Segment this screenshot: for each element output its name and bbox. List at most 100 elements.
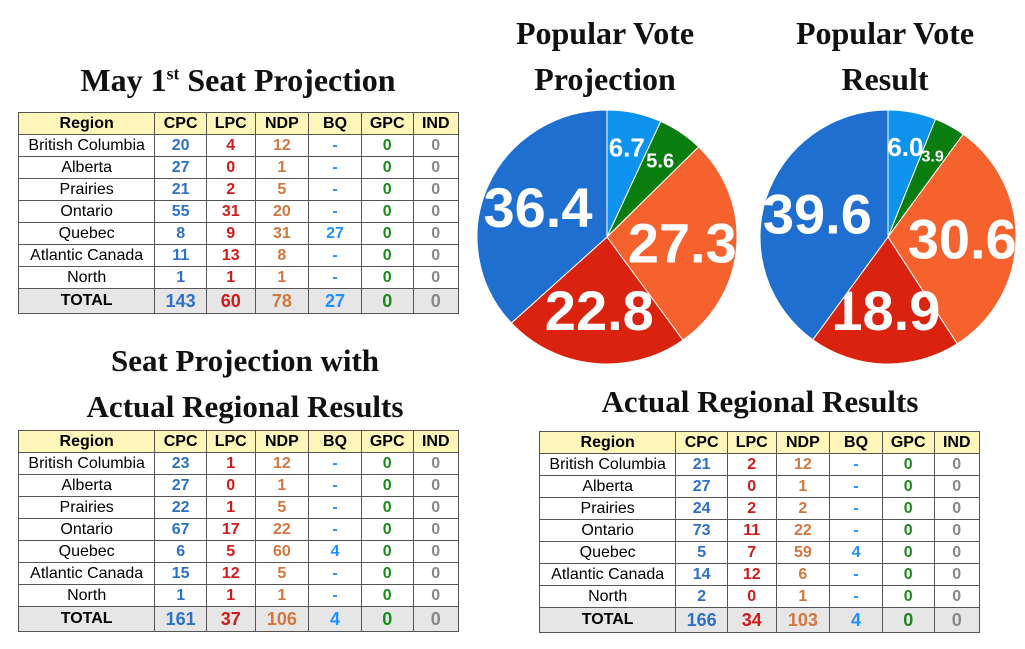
projactual-total-bq: 4 [308, 606, 362, 632]
table-row: Alberta 27 0 1-0 0 [538, 475, 981, 498]
actual-total-lpc: 34 [726, 607, 777, 633]
actual-total-ndp: 103 [775, 607, 831, 633]
projactual-cell-ndp: 60 [254, 540, 310, 563]
may1-cell-bq: - [308, 200, 362, 223]
may1-header-gpc: GPC [360, 112, 414, 135]
actual-cell-ind: 0 [933, 475, 981, 498]
projactual-cell-bq: - [308, 518, 362, 541]
pie-slice-lpc [510, 236, 684, 365]
may1-total-row: TOTAL 143 60 78 27 0 0 [17, 288, 460, 314]
may1-title-sup: st [166, 63, 180, 84]
may1-cell-bq: - [308, 134, 362, 157]
may1-cell-region: Quebec [17, 222, 156, 245]
projactual-cell-ind: 0 [412, 474, 460, 497]
may1-cell-cpc: 55 [154, 200, 207, 223]
projactual-cell-gpc: 0 [360, 474, 414, 497]
projactual-total-region: TOTAL [17, 606, 156, 632]
may1-cell-ndp: 20 [254, 200, 310, 223]
may1-header-ind: IND [412, 112, 460, 135]
may1-total-lpc: 60 [205, 288, 256, 314]
actual-cell-ndp: 6 [775, 563, 831, 586]
pie-label-cpc: 39.6 [763, 183, 872, 246]
projactual-cell-bq: - [308, 584, 362, 607]
may1-cell-ndp: 31 [254, 222, 310, 245]
projactual-header-gpc: GPC [360, 430, 414, 453]
actual-cell-lpc: 2 [726, 497, 777, 520]
projactual-cell-region: Prairies [17, 496, 156, 519]
actual-cell-gpc: 0 [881, 453, 935, 476]
actual-cell-bq: - [829, 585, 883, 608]
actual-cell-cpc: 5 [675, 541, 728, 564]
projactual-cell-bq: - [308, 496, 362, 519]
may1-cell-lpc: 31 [205, 200, 256, 223]
projactual-cell-ind: 0 [412, 452, 460, 475]
projactual-cell-ndp: 5 [254, 562, 310, 585]
projactual-cell-gpc: 0 [360, 452, 414, 475]
may1-cell-bq: - [308, 156, 362, 179]
projactual-cell-ndp: 12 [254, 452, 310, 475]
pie-label-lpc: 22.8 [545, 279, 654, 342]
actual-results-title-text: Actual Regional Results [601, 384, 919, 419]
actual-cell-bq: - [829, 563, 883, 586]
actual-cell-region: Quebec [538, 541, 677, 564]
projactual-cell-lpc: 1 [205, 496, 256, 519]
table-row: Quebec 5 7 59 4 0 0 [538, 541, 981, 564]
table-row: North 1 1 1-0 0 [17, 266, 460, 289]
projactual-cell-ind: 0 [412, 584, 460, 607]
may1-cell-ind: 0 [412, 222, 460, 245]
projection-actual-title-line1: Seat Projection with [110, 343, 380, 378]
actual-header-ndp: NDP [775, 431, 831, 454]
may1-cell-region: North [17, 266, 156, 289]
may1-cell-cpc: 8 [154, 222, 207, 245]
projactual-cell-cpc: 22 [154, 496, 207, 519]
may1-cell-ndp: 12 [254, 134, 310, 157]
projactual-cell-bq: - [308, 452, 362, 475]
may1-cell-gpc: 0 [360, 222, 414, 245]
projection-actual-title: Seat Projection with Actual Regional Res… [20, 338, 470, 430]
may1-cell-lpc: 4 [205, 134, 256, 157]
may1-cell-ndp: 8 [254, 244, 310, 267]
actual-total-gpc: 0 [881, 607, 935, 633]
projactual-header-bq: BQ [308, 430, 362, 453]
may1-cell-bq: - [308, 266, 362, 289]
may1-cell-ind: 0 [412, 178, 460, 201]
actual-total-bq: 4 [829, 607, 883, 633]
may1-cell-lpc: 0 [205, 156, 256, 179]
may1-total-gpc: 0 [360, 288, 414, 314]
may1-cell-gpc: 0 [360, 200, 414, 223]
projactual-total-lpc: 37 [205, 606, 256, 632]
projactual-cell-ndp: 5 [254, 496, 310, 519]
actual-cell-bq: - [829, 453, 883, 476]
may1-cell-lpc: 13 [205, 244, 256, 267]
table-row: North 2 0 1-0 0 [538, 585, 981, 608]
may1-cell-region: Alberta [17, 156, 156, 179]
may1-cell-cpc: 21 [154, 178, 207, 201]
actual-cell-cpc: 2 [675, 585, 728, 608]
actual-cell-ind: 0 [933, 541, 981, 564]
actual-cell-region: Ontario [538, 519, 677, 542]
projactual-cell-region: North [17, 584, 156, 607]
projactual-cell-ind: 0 [412, 496, 460, 519]
projactual-cell-region: Alberta [17, 474, 156, 497]
projactual-cell-cpc: 23 [154, 452, 207, 475]
projactual-header-lpc: LPC [205, 430, 256, 453]
actual-header-cpc: CPC [675, 431, 728, 454]
may1-header-ndp: NDP [254, 112, 310, 135]
may1-total-ind: 0 [412, 288, 460, 314]
pie-label-gpc: 3.9 [921, 149, 943, 166]
pie-label-ndp: 27.3 [628, 211, 737, 274]
table-row: Ontario 73 11 22-0 0 [538, 519, 981, 542]
actual-cell-region: Atlantic Canada [538, 563, 677, 586]
may1-title-part2: Seat Projection [179, 62, 396, 98]
table-row: British Columbia 21 2 12-0 0 [538, 453, 981, 476]
actual-cell-region: Alberta [538, 475, 677, 498]
pv-projection-title-line1: Popular Vote [515, 15, 695, 51]
table-row: Atlantic Canada 14 12 6-0 0 [538, 563, 981, 586]
may1-cell-cpc: 1 [154, 266, 207, 289]
may1-cell-ndp: 1 [254, 266, 310, 289]
actual-header-lpc: LPC [726, 431, 777, 454]
table-row: Ontario 55 31 20-0 0 [17, 200, 460, 223]
actual-header-region: Region [538, 431, 677, 454]
pv-result-title-line1: Popular Vote [795, 15, 975, 51]
actual-cell-lpc: 2 [726, 453, 777, 476]
